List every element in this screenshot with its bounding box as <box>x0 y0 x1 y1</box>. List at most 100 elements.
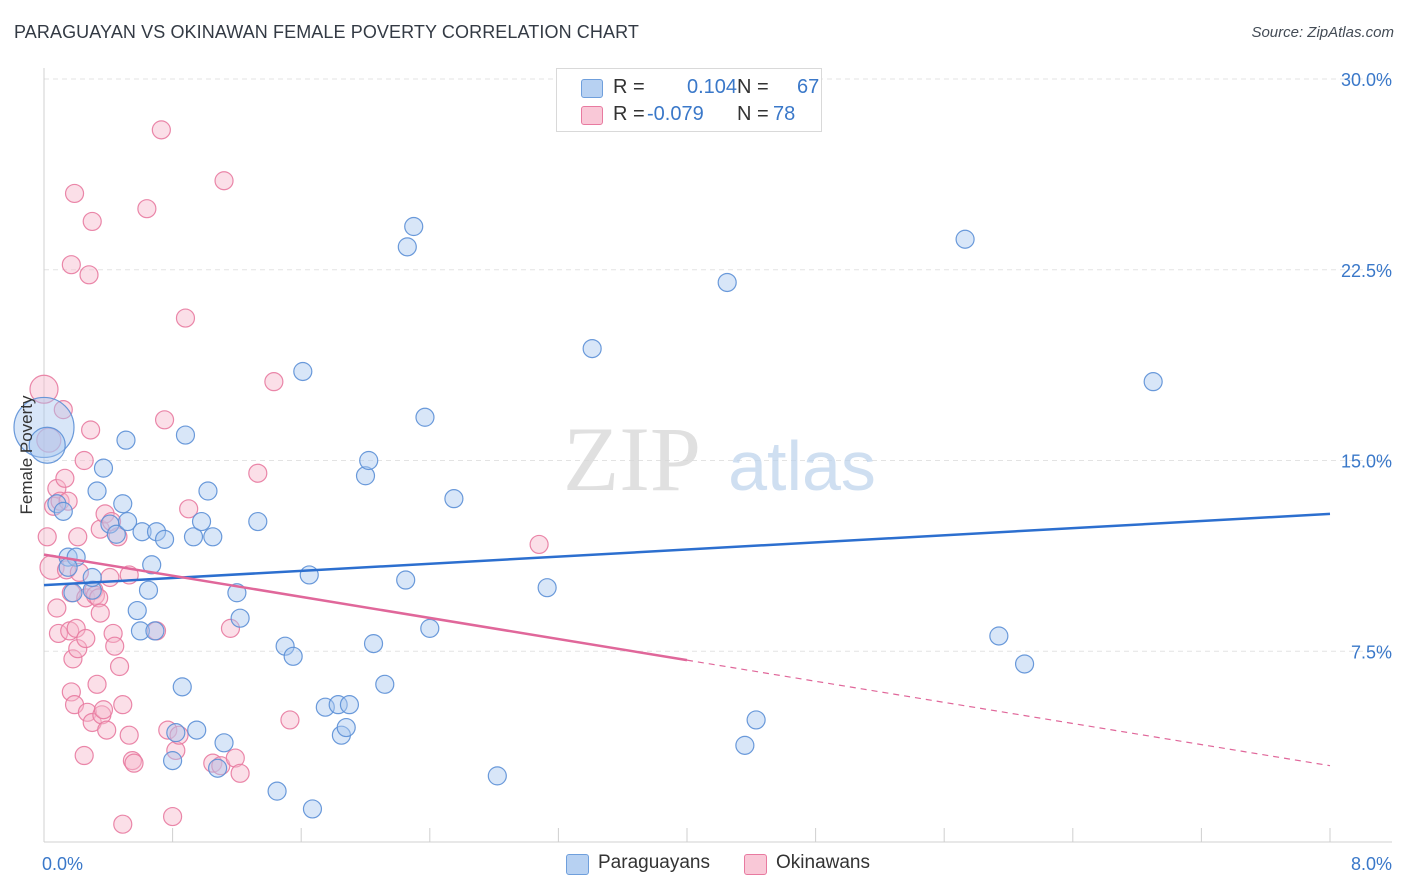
okinawans-point-57 <box>151 120 171 140</box>
okinawans-point-69 <box>225 748 245 768</box>
legend-r-value: 0.104 <box>687 76 738 98</box>
chart-title: PARAGUAYAN VS OKINAWAN FEMALE POVERTY CO… <box>14 22 639 42</box>
paraguayans-point-27 <box>172 677 192 697</box>
paraguayans-point-60 <box>487 766 507 786</box>
okinawans-point-38 <box>90 603 110 623</box>
paraguayans-point-33 <box>203 527 223 547</box>
paraguayans-point-21 <box>142 555 162 575</box>
paraguayans-point-48 <box>336 717 356 738</box>
y-tick-label-2: 22.5% <box>1341 261 1392 281</box>
legend-r-value: -0.079 <box>647 103 704 125</box>
paraguayans-point-40 <box>275 636 295 656</box>
paraguayans-point-50 <box>355 466 376 486</box>
okinawans-point-28 <box>77 702 98 722</box>
okinawans-point-2 <box>37 527 57 547</box>
okinawans-point-68 <box>220 618 241 638</box>
paraguayans-point-59 <box>444 489 464 509</box>
paraguayans-point-34 <box>208 758 228 778</box>
okinawans-point-58 <box>154 410 175 430</box>
okinawans-point-54 <box>124 753 144 773</box>
paraguayans-points <box>13 216 1163 819</box>
okinawans-point-16 <box>61 255 81 275</box>
bottom-legend-paraguayans: Paraguayans <box>598 852 710 873</box>
paraguayans-point-44 <box>302 799 323 819</box>
okinawans-point-30 <box>81 420 101 440</box>
paraguayans-point-61 <box>537 578 557 598</box>
okinawans-points <box>29 120 549 834</box>
x-tick-label-1: 8.0% <box>1351 854 1392 874</box>
okinawans-point-71 <box>248 463 268 483</box>
okinawans-point-17 <box>63 649 83 669</box>
paraguayans-point-11 <box>93 458 114 478</box>
paraguayans-point-41 <box>283 646 303 666</box>
x-tick-label-0: 0.0% <box>42 854 83 874</box>
paraguayans-point-46 <box>328 695 348 715</box>
paraguayans-point-22 <box>145 621 165 641</box>
okinawans-point-31 <box>82 211 102 232</box>
paraguayans-point-52 <box>363 634 384 654</box>
legend-n-value: 78 <box>773 103 796 125</box>
paraguayans-point-30 <box>187 720 207 740</box>
legend: R = 0.104 N = 67 R = -0.079 N = 78 <box>556 68 822 132</box>
legend-r-label: R = <box>613 76 645 98</box>
okinawans-point-18 <box>64 183 85 204</box>
okinawans-point-25 <box>74 450 94 471</box>
paraguayans-point-6 <box>58 557 78 577</box>
paraguayans-point-26 <box>166 723 186 743</box>
okinawans-point-12 <box>58 491 78 511</box>
paraguayans-point-1 <box>28 426 66 464</box>
okinawans-point-41 <box>95 504 115 524</box>
okinawans-point-70 <box>230 763 250 783</box>
okinawans-point-24 <box>74 745 94 766</box>
okinawans-trend-line <box>43 553 688 662</box>
paraguayans-point-69 <box>1143 372 1163 392</box>
trend-lines <box>43 512 1331 767</box>
paraguayans-point-63 <box>717 272 737 293</box>
paraguayans-point-62 <box>582 338 602 359</box>
paraguayans-point-51 <box>359 450 379 471</box>
legend-swatch-pink <box>581 106 603 125</box>
paraguayans-point-55 <box>397 237 417 257</box>
legend-row-okinawans: R = -0.079 N = 78 <box>557 100 821 128</box>
okinawans-point-48 <box>109 656 130 677</box>
paraguayans-point-58 <box>420 618 440 638</box>
okinawans-point-67 <box>214 171 234 191</box>
legend-n-label: N = <box>737 76 769 98</box>
paraguayans-point-16 <box>117 511 138 532</box>
paraguayans-point-18 <box>130 621 151 641</box>
watermark-zip: ZIP <box>563 408 701 510</box>
okinawans-point-36 <box>89 588 109 608</box>
okinawans-point-1 <box>36 427 62 453</box>
okinawans-point-29 <box>79 265 99 285</box>
y-axis-label: Female Poverty <box>17 395 36 515</box>
bottom-legend-swatch-okinawans <box>744 854 767 875</box>
paraguayans-point-68 <box>1014 654 1035 674</box>
paraguayans-point-25 <box>163 751 183 771</box>
paraguayans-point-24 <box>154 529 175 549</box>
paraguayans-point-64 <box>735 735 755 755</box>
okinawans-point-51 <box>119 725 139 745</box>
paraguayans-point-38 <box>248 511 268 532</box>
okinawans-point-64 <box>179 499 199 519</box>
paraguayans-point-29 <box>183 527 204 547</box>
legend-row-paraguayans: R = 0.104 N = 67 <box>557 73 821 101</box>
paraguayans-point-65 <box>746 710 766 730</box>
legend-n-label: N = <box>737 103 769 125</box>
legend-swatch-blue <box>581 79 603 98</box>
paraguayans-point-31 <box>191 511 212 532</box>
paraguayans-point-20 <box>138 580 159 600</box>
y-tick-label-1: 15.0% <box>1341 452 1392 472</box>
okinawans-point-22 <box>68 639 88 659</box>
paraguayans-point-49 <box>339 695 360 715</box>
paraguayans-point-14 <box>113 494 133 514</box>
paraguayans-point-35 <box>214 733 234 753</box>
okinawans-point-60 <box>163 806 183 827</box>
source-label: Source: ZipAtlas.com <box>1251 24 1394 41</box>
okinawans-point-40 <box>93 700 114 720</box>
watermark: ZIP atlas <box>563 408 876 510</box>
paraguayans-point-17 <box>127 600 147 621</box>
okinawans-point-62 <box>169 725 189 745</box>
axes <box>43 68 1392 843</box>
okinawans-point-42 <box>97 720 117 740</box>
